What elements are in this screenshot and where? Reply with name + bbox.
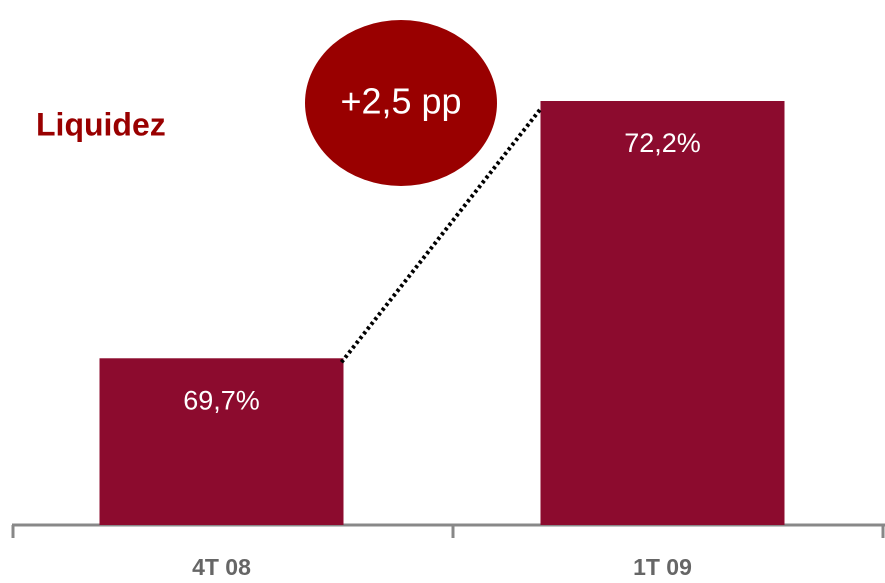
annotation: +2,5 pp <box>340 81 461 122</box>
x-tick-label: 1T 09 <box>633 554 692 580</box>
value-label: 69,7% <box>183 385 260 415</box>
bar <box>540 101 785 525</box>
bar <box>99 358 344 525</box>
x-tick-label: 4T 08 <box>192 554 251 580</box>
badge <box>305 20 497 186</box>
chart-title: Liquidez <box>36 106 166 142</box>
value-label: 72,2% <box>624 128 701 158</box>
